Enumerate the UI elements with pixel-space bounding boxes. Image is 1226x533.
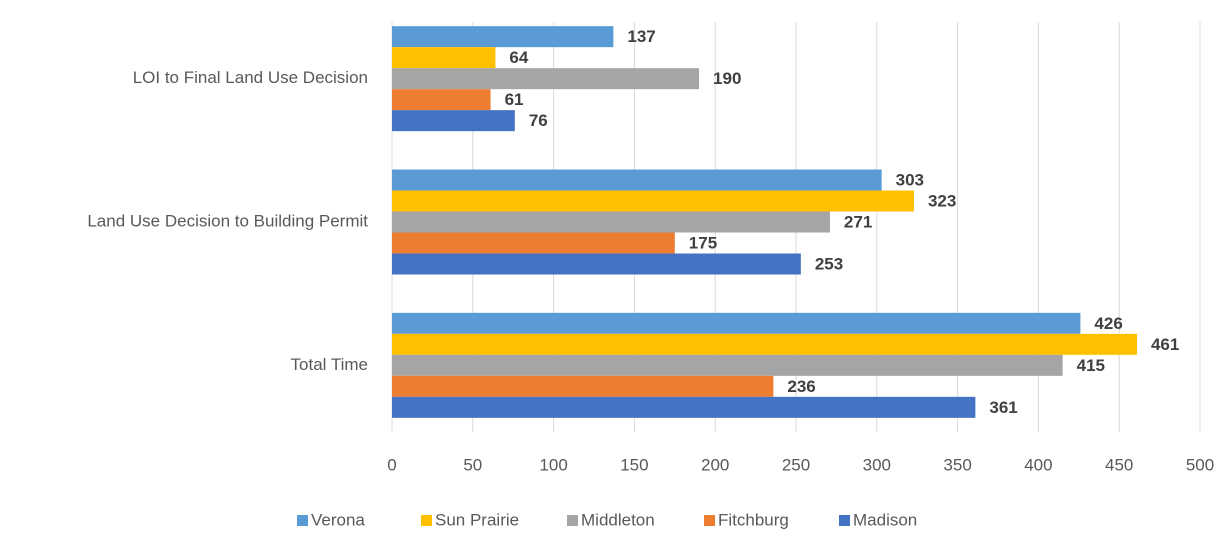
bar [392, 232, 675, 254]
bar [392, 253, 801, 275]
x-tick-label: 450 [1105, 455, 1133, 474]
bar [392, 211, 830, 233]
bar [392, 333, 1137, 355]
legend-swatch [567, 515, 578, 526]
bar [392, 190, 914, 212]
bar [392, 375, 774, 397]
bar [392, 110, 515, 132]
data-label: 271 [844, 212, 872, 231]
legend-swatch [297, 515, 308, 526]
bar [392, 26, 614, 48]
bar [392, 396, 976, 418]
x-tick-label: 50 [463, 455, 482, 474]
data-label: 303 [896, 170, 924, 189]
legend-label: Fitchburg [718, 510, 789, 529]
bar [392, 47, 496, 69]
data-label: 236 [787, 377, 815, 396]
x-tick-label: 150 [620, 455, 648, 474]
data-label: 361 [989, 398, 1017, 417]
data-label: 137 [627, 27, 655, 46]
bar [392, 354, 1063, 376]
legend-label: Madison [853, 510, 917, 529]
legend-label: Middleton [581, 510, 655, 529]
data-label: 61 [505, 90, 524, 109]
x-tick-label: 0 [387, 455, 396, 474]
bar [392, 169, 882, 191]
data-label: 426 [1094, 314, 1122, 333]
y-tick-label: Total Time [291, 355, 368, 374]
x-tick-label: 400 [1024, 455, 1052, 474]
legend-swatch [421, 515, 432, 526]
legend-swatch [704, 515, 715, 526]
x-tick-label: 300 [863, 455, 891, 474]
data-label: 76 [529, 111, 548, 130]
data-label: 461 [1151, 335, 1179, 354]
data-label: 415 [1077, 356, 1105, 375]
bar [392, 312, 1081, 334]
data-label: 64 [509, 48, 528, 67]
x-tick-label: 500 [1186, 455, 1214, 474]
data-label: 175 [689, 233, 717, 252]
legend-swatch [839, 515, 850, 526]
x-tick-label: 100 [539, 455, 567, 474]
bar [392, 68, 700, 90]
y-tick-label: LOI to Final Land Use Decision [133, 68, 368, 87]
data-label: 253 [815, 254, 843, 273]
legend-label: Sun Prairie [435, 510, 519, 529]
x-tick-label: 250 [782, 455, 810, 474]
data-label: 190 [713, 69, 741, 88]
bar [392, 89, 491, 111]
x-tick-label: 350 [943, 455, 971, 474]
y-tick-label: Land Use Decision to Building Permit [87, 211, 368, 230]
legend-label: Verona [311, 510, 365, 529]
data-label: 323 [928, 191, 956, 210]
x-tick-label: 200 [701, 455, 729, 474]
